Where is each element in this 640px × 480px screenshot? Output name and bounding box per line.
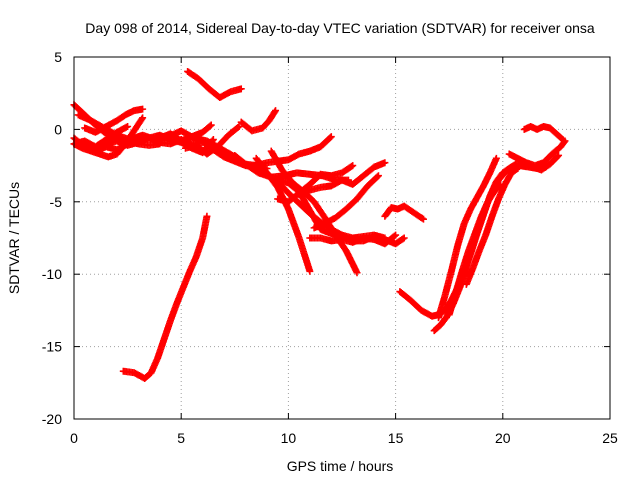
data-point (400, 234, 408, 242)
data-point (492, 154, 500, 162)
data-layer (70, 67, 569, 382)
data-series-sat-y (434, 154, 500, 322)
data-point (234, 123, 242, 131)
x-axis-label: GPS time / hours (287, 458, 394, 474)
data-point (208, 137, 216, 145)
data-point (327, 133, 335, 141)
y-tick-label: -10 (42, 266, 62, 282)
data-series-sat-t (295, 159, 389, 199)
data-point (306, 267, 314, 275)
x-tick-label: 10 (281, 430, 297, 446)
data-series-sat-q (274, 162, 357, 206)
data-point (235, 123, 243, 131)
axes: 0 5 10 15 20 25 -20 -15 -10 -5 0 5 (42, 49, 618, 446)
x-tick-label: 15 (388, 430, 404, 446)
data-point (390, 232, 398, 240)
data-point (418, 214, 426, 222)
data-point (559, 136, 567, 144)
data-point (553, 153, 561, 161)
data-series-sat-k (184, 67, 245, 102)
y-tick-label: 5 (54, 49, 62, 65)
data-point (139, 105, 147, 113)
data-point (139, 114, 147, 122)
data-series-sat-f (81, 105, 147, 136)
data-series-sat-j (181, 123, 243, 158)
data-series-sat-z (445, 180, 505, 319)
data-point (207, 121, 215, 129)
data-series-sat-l (237, 107, 280, 135)
data-point (271, 108, 279, 116)
data-point (206, 122, 214, 130)
data-point (209, 136, 217, 144)
y-tick-label: -20 (42, 411, 62, 427)
data-series-sat-o (252, 154, 314, 275)
data-series-sat-ab (505, 137, 569, 170)
data-point (349, 162, 357, 170)
x-tick-label: 5 (177, 430, 185, 446)
y-tick-label: -5 (50, 194, 63, 210)
grid (74, 57, 610, 419)
data-series-sat-ac (520, 123, 567, 144)
data-point (237, 85, 245, 93)
data-point (513, 165, 521, 173)
data-point (558, 135, 566, 143)
y-axis-label: SDTVAR / TECUs (6, 182, 22, 294)
data-point (514, 164, 522, 172)
data-point (399, 235, 407, 243)
data-series-sat-m (119, 212, 211, 382)
data-point (138, 115, 146, 123)
data-point (555, 151, 563, 159)
x-tick-label: 20 (495, 430, 511, 446)
data-point (272, 107, 280, 115)
plot-frame (73, 56, 611, 420)
data-point (203, 212, 211, 220)
x-tick-label: 0 (70, 430, 78, 446)
data-point (353, 269, 361, 277)
data-point (124, 123, 132, 131)
y-tick-label: 0 (54, 121, 62, 137)
data-point (381, 159, 389, 167)
data-point (392, 231, 400, 239)
data-series-sat-u (310, 172, 382, 232)
chart-title: Day 098 of 2014, Sidereal Day-to-day VTE… (85, 20, 595, 36)
data-point (326, 134, 334, 142)
data-point (348, 162, 356, 170)
data-point (373, 173, 381, 181)
x-tick-label: 25 (602, 430, 618, 446)
data-point (419, 215, 427, 223)
data-point (374, 172, 382, 180)
data-series-sat-aa (462, 164, 522, 288)
data-series-sat-s (306, 231, 400, 248)
data-series-sat-v (381, 202, 427, 223)
y-tick-label: -15 (42, 339, 62, 355)
